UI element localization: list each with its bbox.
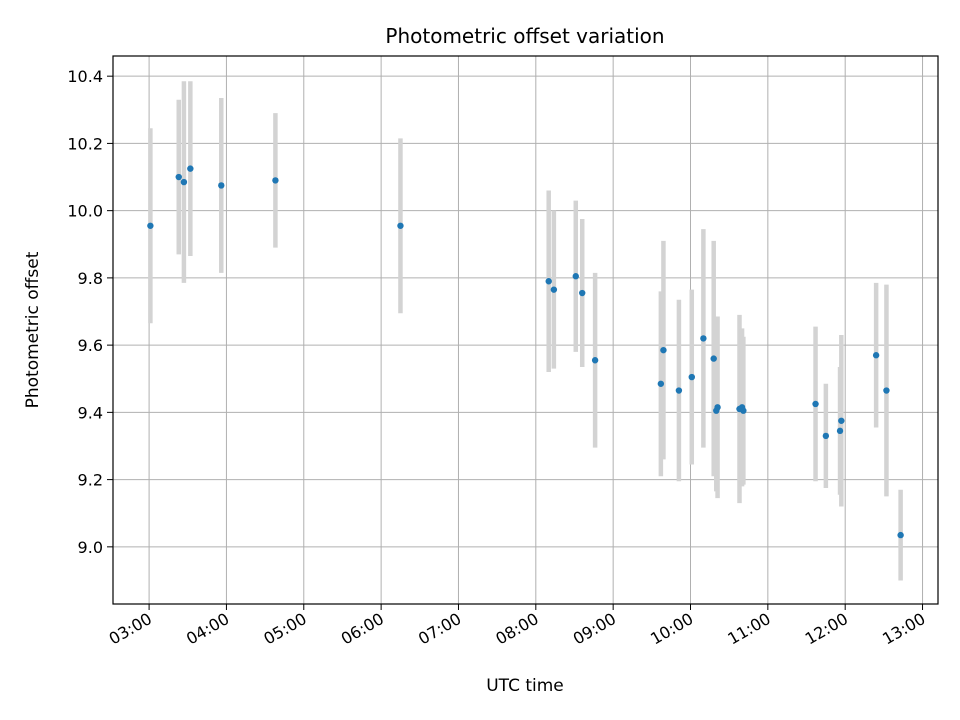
data-point: [883, 387, 890, 394]
y-tick-label: 9.2: [78, 471, 103, 490]
data-point: [272, 177, 279, 184]
data-point: [838, 417, 845, 424]
data-point: [550, 286, 558, 293]
y-tick-label: 10.2: [67, 134, 103, 153]
data-point: [187, 165, 194, 172]
data-point: [572, 273, 579, 280]
data-point: [700, 335, 707, 342]
data-point: [710, 355, 717, 362]
data-point: [545, 278, 552, 285]
data-points: [147, 165, 904, 539]
data-point: [175, 173, 182, 181]
y-axis-ticks: 9.0 9.2 9.4 9.6 9.8 10.0 10.2 10.4: [67, 67, 113, 557]
data-point: [180, 178, 188, 186]
data-point: [812, 400, 819, 408]
data-point: [822, 432, 830, 440]
y-tick-label: 10.4: [67, 67, 103, 86]
y-tick-label: 9.6: [78, 336, 103, 355]
chart-title: Photometric offset variation: [385, 24, 664, 48]
y-tick-label: 10.0: [67, 202, 103, 221]
data-point: [836, 427, 844, 435]
x-axis-title: UTC time: [486, 676, 564, 696]
y-tick-label: 9.8: [78, 269, 103, 288]
data-point: [147, 222, 154, 229]
plot-frame: [112, 55, 939, 605]
data-point: [660, 346, 667, 354]
data-point: [897, 531, 904, 539]
data-point: [872, 352, 880, 359]
data-point: [397, 222, 404, 229]
data-point: [740, 407, 747, 414]
y-axis-title: Photometric offset: [23, 251, 43, 408]
y-tick-label: 9.0: [78, 538, 103, 557]
data-point: [218, 182, 225, 189]
data-point: [688, 373, 695, 381]
plot-area: [113, 56, 938, 604]
data-point: [675, 387, 683, 394]
data-point: [591, 357, 599, 364]
data-point: [714, 404, 721, 411]
data-point: [579, 289, 586, 297]
data-point: [657, 380, 665, 387]
y-tick-label: 9.4: [78, 403, 103, 422]
